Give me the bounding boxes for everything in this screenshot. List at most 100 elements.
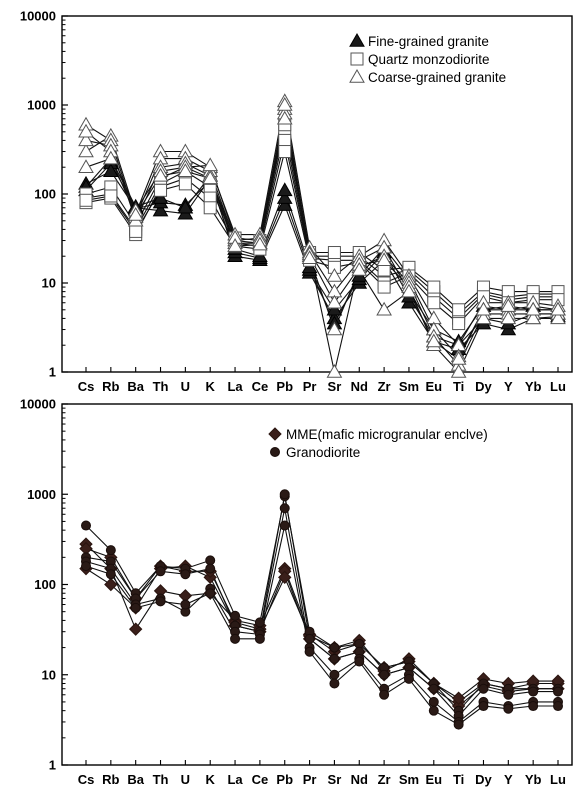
data-point [205,588,216,599]
x-category-label: Zr [378,772,391,787]
data-point [379,689,390,700]
legend-marker [349,32,365,47]
x-category-label: Cs [78,379,95,394]
series-markers [78,93,566,378]
data-point [252,236,268,251]
data-point [102,163,119,178]
data-point [276,110,293,125]
x-category-label: Pr [303,772,317,787]
x-category-label: Y [504,379,513,394]
data-point [180,599,191,610]
x-category-label: Eu [425,772,442,787]
x-category-label: Sr [328,772,342,787]
x-category-label: Ba [127,772,144,787]
legend-marker [270,447,280,457]
data-point [428,705,439,716]
data-point [78,123,94,138]
x-axis: Cs Rb Ba Th U K La Ce Pb Pr Sr Nd Zr Sm Eu Ti Dy Y Yb Lu [78,760,566,787]
data-point [278,570,292,585]
x-category-label: Pb [276,379,293,394]
data-point [329,653,340,664]
data-point [327,246,341,260]
y-tick-label: 10 [42,276,56,291]
series-line [85,525,558,726]
data-point [105,545,116,556]
x-category-label: Eu [425,379,442,394]
data-point [230,610,241,621]
data-point [129,224,143,238]
x-category-label: Th [153,772,169,787]
data-point [155,596,166,607]
x-category-label: K [206,772,216,787]
data-point [401,283,417,298]
data-point [451,691,466,705]
y-axis: 1 10 100 1000 10000 [20,397,68,773]
data-point [377,280,391,294]
data-point [278,133,292,147]
data-point [78,159,94,173]
x-category-label: Yb [525,772,542,787]
data-point [227,238,243,252]
y-tick-label: 100 [34,577,56,592]
data-point [550,301,566,316]
data-point [427,280,441,294]
data-point [152,202,169,217]
data-point [177,163,194,178]
x-category-label: Sr [328,379,342,394]
x-category-label: Ti [453,772,464,787]
legend-label: MME(mafic microgranular enclve) [286,427,488,442]
y-tick-label: 1000 [27,487,56,502]
x-category-label: K [206,379,216,394]
x-category-label: U [181,379,190,394]
data-point [301,250,318,264]
data-point [81,520,91,531]
data-point [154,183,168,197]
x-category-label: Ce [252,379,269,394]
data-point [130,602,141,613]
data-point [127,207,144,221]
data-point [152,167,169,182]
data-point [376,301,392,316]
x-category-label: La [227,772,243,787]
data-point [553,686,563,697]
data-point [478,701,489,712]
x-category-label: Y [504,772,513,787]
data-point [425,333,442,348]
data-point [155,566,166,577]
y-tick-label: 10 [42,667,56,682]
data-point [453,719,464,730]
data-point [81,561,91,572]
data-point [279,489,290,500]
data-point [329,669,340,680]
data-point [178,177,192,191]
legend: Fine-grained granite Quartz monzodiorite C… [349,32,506,85]
x-axis: Cs Rb Ba Th U K La Ce Pb Pr Sr Nd Zr Sm Eu Ti Dy Y Yb Lu [78,367,566,394]
data-point [500,310,517,325]
x-category-label: Rb [102,772,119,787]
x-category-label: Ti [453,379,464,394]
data-point [254,617,265,628]
data-point [102,150,119,165]
legend-marker [268,427,282,441]
data-point [326,321,343,336]
data-point [278,145,292,159]
legend: MME(mafic microgranular enclve) Granodior… [268,427,488,460]
x-category-label: Th [153,379,169,394]
legend-label: Coarse-grained granite [368,70,506,85]
data-point [376,252,392,267]
data-point [503,689,514,700]
data-point [528,701,539,712]
data-point [276,182,293,197]
legend-marker [349,68,365,83]
data-point [500,298,517,312]
legend-marker [350,52,364,66]
data-point [304,646,315,657]
x-category-label: Sm [399,772,419,787]
y-tick-label: 10000 [20,397,56,412]
data-point [276,96,293,111]
x-category-label: Lu [550,772,566,787]
data-point [452,303,466,317]
x-category-label: Nd [351,772,368,787]
legend-label: Quartz monzodiorite [368,52,490,67]
x-category-label: Rb [102,379,119,394]
